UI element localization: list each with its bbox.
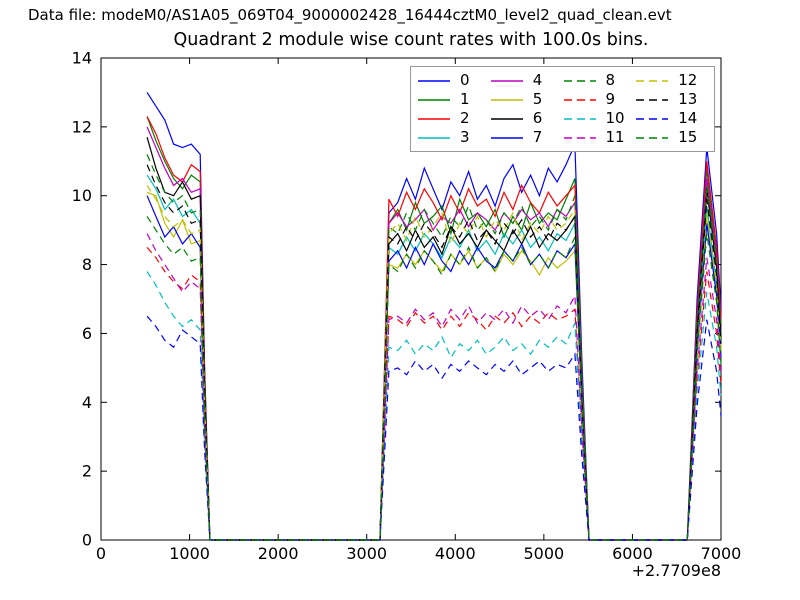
series-line-0 bbox=[146, 92, 722, 541]
legend-item-3: 3 bbox=[417, 130, 490, 145]
y-tick-label: 0 bbox=[82, 531, 92, 550]
series-line-13 bbox=[146, 164, 722, 541]
legend-item-10: 10 bbox=[563, 111, 636, 126]
x-tick-label: 3000 bbox=[346, 544, 387, 563]
legend-line-sample bbox=[636, 79, 669, 82]
legend-line-sample bbox=[636, 136, 669, 139]
legend-line-sample bbox=[490, 117, 523, 120]
legend-item-9: 9 bbox=[563, 92, 636, 107]
legend-item-7: 7 bbox=[490, 130, 563, 145]
y-tick-label: 10 bbox=[72, 186, 92, 205]
legend-item-0: 0 bbox=[417, 73, 490, 88]
legend-label-13: 13 bbox=[678, 90, 698, 108]
series-line-8 bbox=[146, 154, 722, 541]
legend-label-15: 15 bbox=[678, 128, 698, 146]
x-tick-label: 6000 bbox=[612, 544, 653, 563]
y-tick-label: 8 bbox=[82, 255, 92, 274]
legend-line-sample bbox=[563, 98, 596, 101]
legend-item-8: 8 bbox=[563, 73, 636, 88]
legend-label-10: 10 bbox=[605, 109, 625, 127]
y-tick-label: 4 bbox=[82, 393, 92, 412]
series-line-14 bbox=[146, 315, 722, 541]
y-tick-label: 14 bbox=[72, 49, 92, 68]
legend-item-1: 1 bbox=[417, 92, 490, 107]
series-line-7 bbox=[146, 195, 722, 541]
legend-item-5: 5 bbox=[490, 92, 563, 107]
x-tick-label: 1000 bbox=[169, 544, 210, 563]
x-tick-label: 0 bbox=[96, 544, 106, 563]
x-tick-label: 2000 bbox=[258, 544, 299, 563]
legend-label-8: 8 bbox=[605, 71, 616, 89]
series-line-15 bbox=[146, 216, 722, 541]
series-line-10 bbox=[146, 271, 722, 541]
series-line-1 bbox=[146, 116, 722, 541]
legend-item-11: 11 bbox=[563, 130, 636, 145]
legend-label-1: 1 bbox=[460, 90, 470, 108]
legend-label-7: 7 bbox=[532, 128, 543, 146]
y-tick-label: 6 bbox=[82, 324, 92, 343]
legend-item-15: 15 bbox=[635, 130, 708, 145]
series-line-4 bbox=[146, 126, 722, 541]
legend-item-4: 4 bbox=[490, 73, 563, 88]
legend-line-sample bbox=[418, 136, 450, 139]
series-line-6 bbox=[146, 137, 722, 541]
legend-line-sample bbox=[636, 117, 669, 120]
x-tick-label: 5000 bbox=[523, 544, 564, 563]
legend-item-13: 13 bbox=[635, 92, 708, 107]
y-tick-label: 2 bbox=[82, 462, 92, 481]
legend-label-3: 3 bbox=[460, 128, 470, 146]
y-tick-label: 12 bbox=[72, 117, 92, 136]
legend-line-sample bbox=[490, 98, 523, 101]
legend-item-6: 6 bbox=[490, 111, 563, 126]
legend-line-sample bbox=[563, 79, 596, 82]
series-line-2 bbox=[146, 116, 722, 541]
legend-line-sample bbox=[418, 79, 450, 82]
chart-title: Quadrant 2 module wise count rates with … bbox=[173, 30, 649, 50]
legend-label-14: 14 bbox=[678, 109, 698, 127]
legend-label-11: 11 bbox=[605, 128, 625, 146]
legend-line-sample bbox=[563, 117, 596, 120]
x-axis-offset-label: +2.7709e8 bbox=[631, 561, 721, 580]
legend-label-9: 9 bbox=[605, 90, 616, 108]
legend-line-sample bbox=[418, 98, 450, 101]
legend-label-0: 0 bbox=[460, 71, 470, 89]
legend-label-2: 2 bbox=[460, 109, 470, 127]
legend-line-sample bbox=[418, 117, 450, 120]
series-line-11 bbox=[146, 233, 722, 541]
legend-label-5: 5 bbox=[532, 90, 543, 108]
x-tick-label: 4000 bbox=[435, 544, 476, 563]
legend-item-12: 12 bbox=[635, 73, 708, 88]
legend-line-sample bbox=[563, 136, 596, 139]
legend-line-sample bbox=[636, 98, 669, 101]
series-line-3 bbox=[146, 174, 722, 541]
legend-item-2: 2 bbox=[417, 111, 490, 126]
series-line-9 bbox=[146, 247, 722, 541]
legend-line-sample bbox=[490, 79, 523, 82]
legend-label-4: 4 bbox=[532, 71, 543, 89]
legend: 0 1 2 3 4 5 6 7 8 9 10 11 12 13 14 15 bbox=[410, 66, 715, 152]
legend-label-6: 6 bbox=[532, 109, 543, 127]
legend-line-sample bbox=[490, 136, 523, 139]
legend-label-12: 12 bbox=[678, 71, 698, 89]
x-tick-label: 7000 bbox=[701, 544, 742, 563]
legend-item-14: 14 bbox=[635, 111, 708, 126]
datafile-text: Data file: modeM0/AS1A05_069T04_90000024… bbox=[28, 6, 672, 24]
